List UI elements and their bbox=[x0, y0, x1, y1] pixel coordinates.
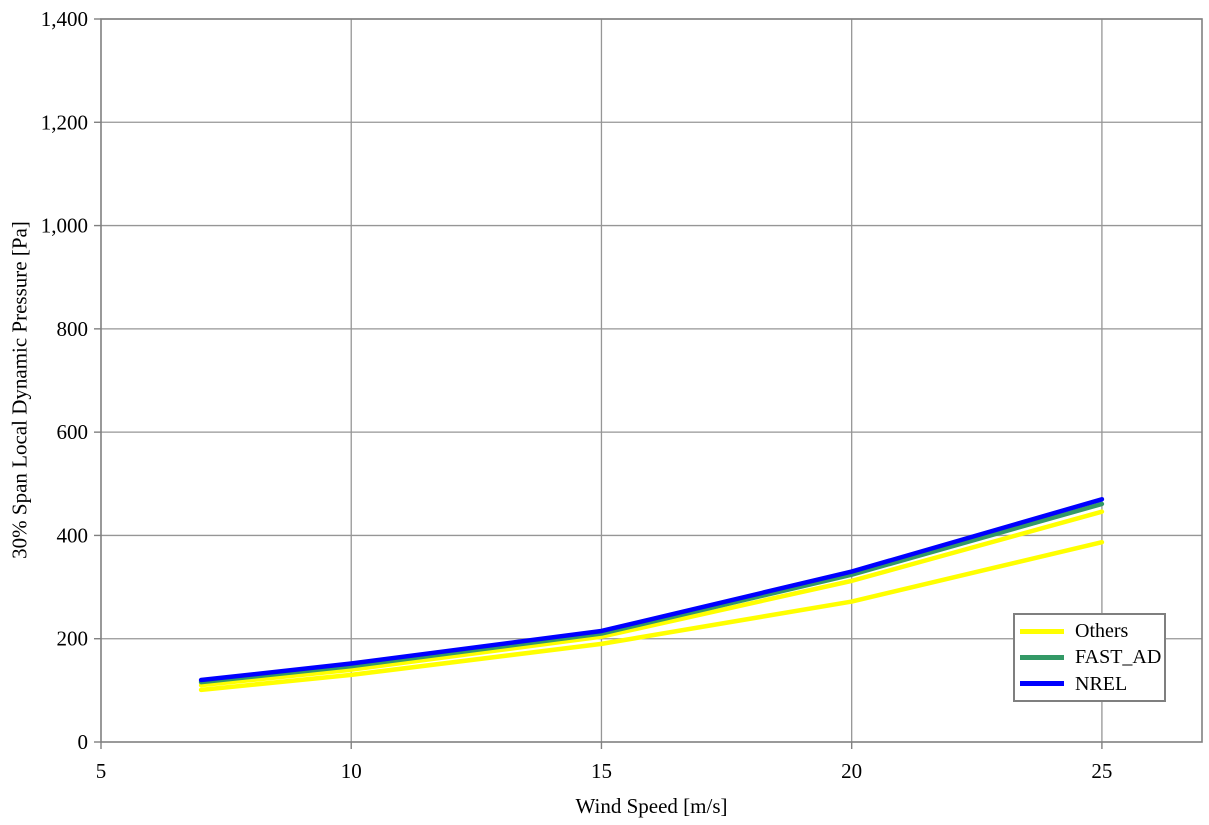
x-axis-title: Wind Speed [m/s] bbox=[575, 794, 728, 818]
x-tick-label: 10 bbox=[341, 759, 362, 783]
legend-label-nrel: NREL bbox=[1075, 672, 1128, 695]
legend-swatch-nrel bbox=[1020, 681, 1064, 687]
legend-label-fast-ad: FAST_AD bbox=[1075, 646, 1162, 669]
y-tick-label: 400 bbox=[57, 523, 89, 547]
legend-entry-nrel: NREL bbox=[1020, 671, 1164, 697]
legend-swatch-fast-ad bbox=[1020, 654, 1064, 660]
y-tick-label: 600 bbox=[57, 420, 89, 444]
x-tick-label: 20 bbox=[841, 759, 862, 783]
y-axis-title: 30% Span Local Dynamic Pressure [Pa] bbox=[7, 221, 32, 559]
series-line-fast-ad bbox=[198, 501, 1105, 685]
legend-entry-fast-ad: FAST_AD bbox=[1020, 644, 1164, 670]
x-tick-label: 25 bbox=[1091, 759, 1112, 783]
y-tick-label: 1,200 bbox=[41, 110, 88, 134]
legend: Others FAST_AD NREL bbox=[1013, 613, 1166, 702]
y-tick-label: 1,000 bbox=[41, 214, 88, 238]
legend-swatch-others bbox=[1020, 628, 1064, 634]
y-tick-label: 800 bbox=[57, 317, 89, 341]
y-tick-label: 200 bbox=[57, 627, 89, 651]
x-tick-label: 15 bbox=[591, 759, 612, 783]
series-line-others bbox=[198, 539, 1105, 693]
series-line-others bbox=[198, 509, 1105, 688]
y-tick-label: 0 bbox=[78, 730, 89, 754]
x-tick-label: 5 bbox=[96, 759, 107, 783]
legend-label-others: Others bbox=[1075, 620, 1129, 643]
series-line-nrel bbox=[198, 497, 1105, 683]
legend-entry-others: Others bbox=[1020, 618, 1164, 644]
y-tick-label: 1,400 bbox=[41, 7, 88, 31]
plot-border bbox=[100, 18, 1203, 743]
